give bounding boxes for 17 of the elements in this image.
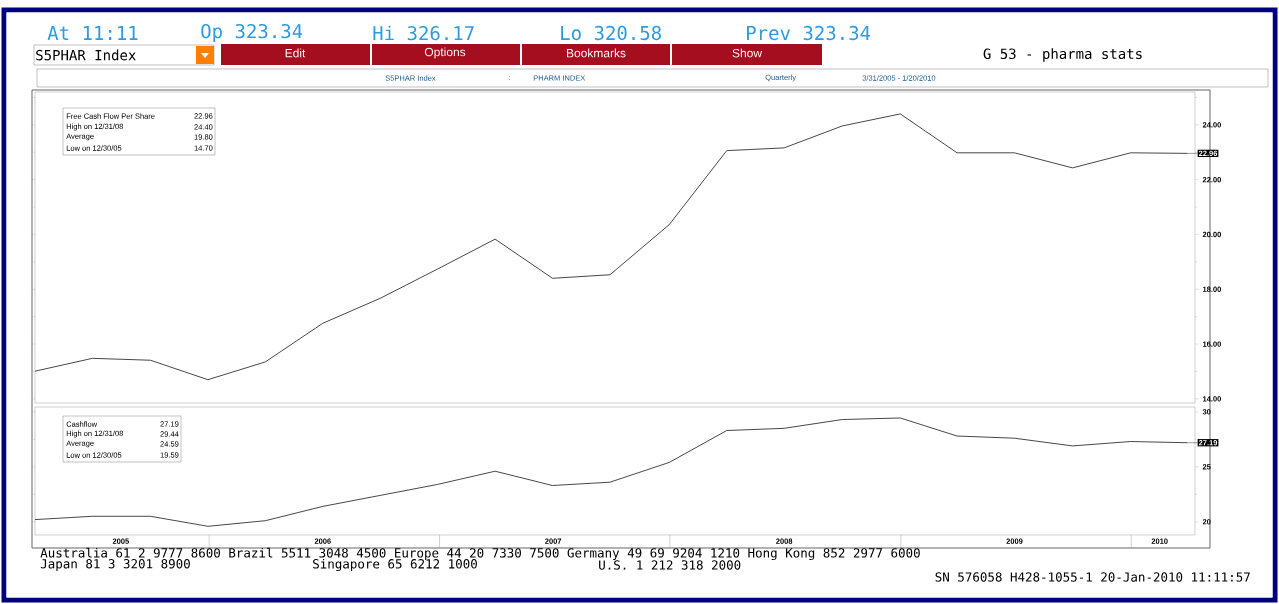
line-series bbox=[34, 417, 1188, 527]
text: Options bbox=[424, 47, 466, 59]
text: Edit bbox=[285, 48, 306, 58]
text: Bookmarks bbox=[566, 48, 626, 58]
text: Hi 326.17 bbox=[373, 25, 474, 41]
text: Op 323.34 bbox=[201, 23, 303, 43]
text: Show bbox=[732, 48, 763, 58]
chart-title: G 53 - pharma stats bbox=[983, 48, 1142, 62]
text: U.S. 1 212 318 2000 bbox=[599, 560, 741, 570]
text: SN 576058 H428-1055-1 20-Jan-2010 11:11:57 bbox=[935, 572, 1250, 582]
text: Singapore 65 6212 1000 bbox=[313, 558, 477, 572]
line-series bbox=[34, 113, 1188, 381]
text: At 11:11 bbox=[47, 26, 138, 40]
text: S5PHAR Index bbox=[36, 49, 136, 61]
text: Prev 323.34 bbox=[747, 25, 871, 41]
text: Japan 81 3 3201 8900 bbox=[40, 559, 190, 571]
text: Lo 320.58 bbox=[561, 25, 661, 41]
